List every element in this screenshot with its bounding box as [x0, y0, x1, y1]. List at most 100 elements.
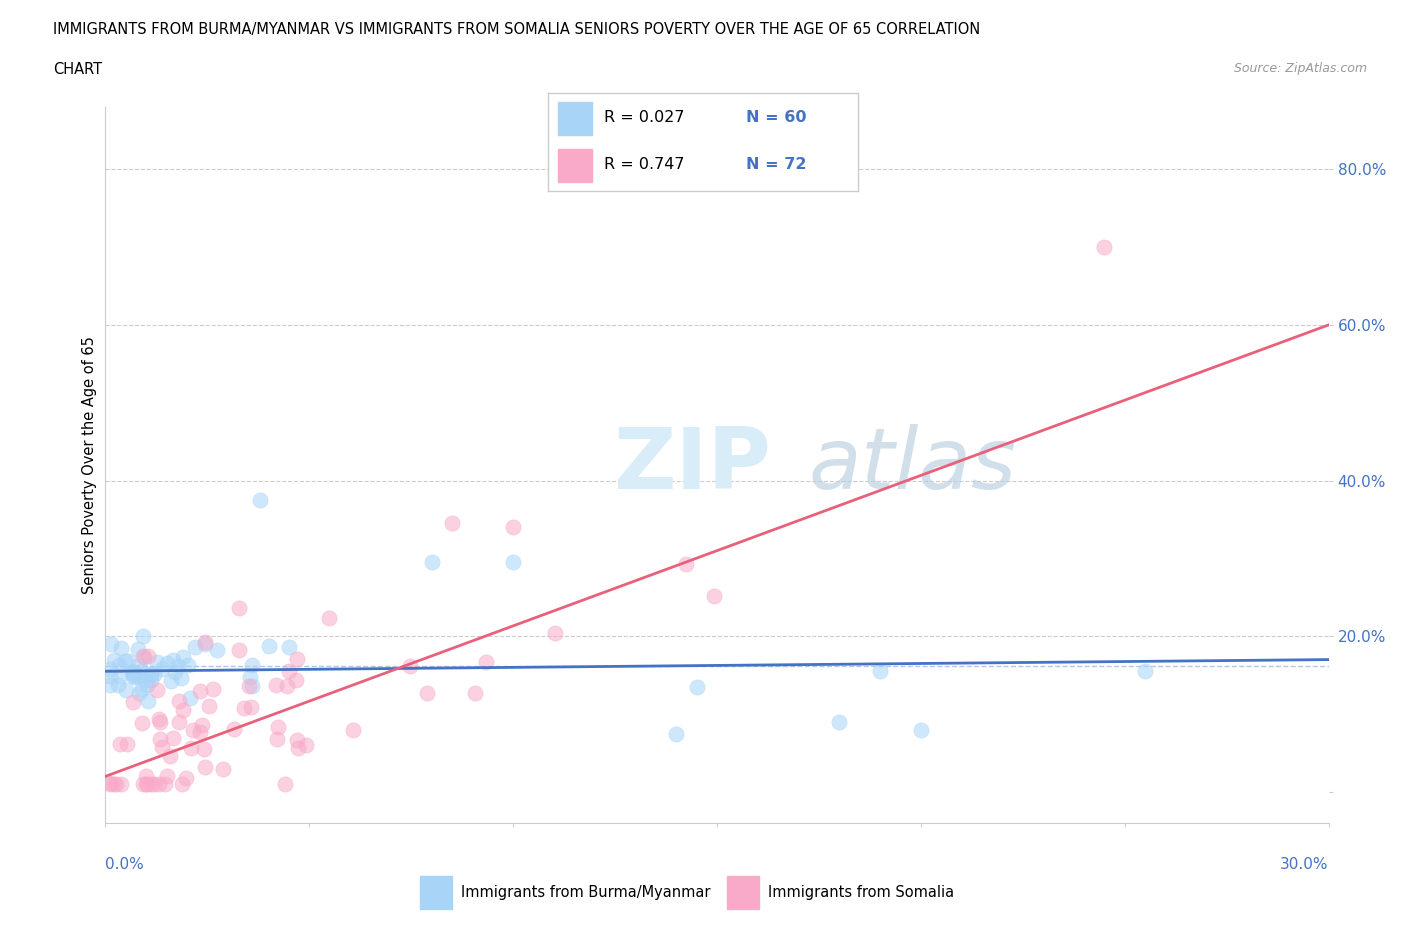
Bar — [727, 876, 759, 910]
Point — [136, 777, 159, 791]
Point — [134, 672, 156, 687]
Point — [103, 777, 125, 791]
Point — [264, 677, 287, 692]
Point — [167, 694, 190, 709]
Point — [228, 642, 250, 657]
Text: N = 60: N = 60 — [747, 111, 807, 126]
Point — [194, 636, 217, 651]
Point — [143, 777, 166, 791]
Point — [143, 667, 166, 682]
Point — [242, 679, 264, 694]
Point — [149, 731, 172, 746]
Point — [122, 667, 145, 682]
Point — [675, 556, 697, 571]
Text: CHART: CHART — [53, 62, 103, 77]
Point — [98, 668, 121, 683]
Point — [665, 726, 688, 741]
Point — [108, 669, 131, 684]
Text: atlas: atlas — [808, 423, 1017, 507]
Point — [98, 661, 121, 676]
Point — [502, 555, 524, 570]
Point — [136, 693, 159, 708]
Point — [100, 637, 122, 652]
Point — [703, 589, 725, 604]
Point — [155, 769, 177, 784]
Point — [135, 678, 157, 693]
Point — [131, 664, 153, 679]
Point — [132, 777, 155, 791]
Point — [174, 771, 197, 786]
Point — [132, 649, 155, 664]
Point — [122, 695, 145, 710]
Point — [131, 715, 153, 730]
Point — [441, 516, 464, 531]
Point — [150, 739, 173, 754]
Point — [233, 700, 256, 715]
Point — [184, 639, 207, 654]
Point — [150, 661, 173, 676]
Point — [188, 724, 211, 739]
Point — [1133, 664, 1156, 679]
Point — [228, 601, 250, 616]
Point — [127, 642, 149, 657]
Point — [1092, 240, 1115, 255]
Point — [107, 677, 129, 692]
Bar — [558, 101, 592, 135]
Text: 30.0%: 30.0% — [1281, 857, 1329, 872]
Point — [148, 777, 170, 791]
Point — [148, 711, 170, 726]
Point — [464, 685, 486, 700]
Point — [128, 686, 150, 701]
Point — [416, 686, 439, 701]
Point — [145, 683, 167, 698]
Point — [179, 691, 201, 706]
Point — [98, 678, 121, 693]
Point — [98, 777, 121, 791]
Point — [136, 648, 159, 663]
Text: 0.0%: 0.0% — [105, 857, 145, 872]
Point — [239, 670, 262, 684]
Point — [257, 639, 280, 654]
Point — [162, 653, 184, 668]
Point — [131, 682, 153, 697]
Point — [420, 555, 443, 570]
Point — [110, 777, 132, 791]
Point — [194, 760, 217, 775]
Point — [139, 672, 162, 687]
Point — [177, 658, 200, 672]
Point — [172, 702, 194, 717]
Bar — [558, 149, 592, 182]
Point — [139, 668, 162, 683]
Point — [162, 731, 184, 746]
Point — [318, 610, 340, 625]
Point — [180, 741, 202, 756]
Point — [474, 655, 496, 670]
Point — [114, 653, 136, 668]
Point — [240, 699, 263, 714]
Text: N = 72: N = 72 — [747, 157, 807, 172]
Point — [172, 649, 194, 664]
Point — [193, 741, 215, 756]
Point — [544, 626, 567, 641]
Point — [274, 777, 297, 791]
Point — [170, 777, 193, 791]
Text: IMMIGRANTS FROM BURMA/MYANMAR VS IMMIGRANTS FROM SOMALIA SENIORS POVERTY OVER TH: IMMIGRANTS FROM BURMA/MYANMAR VS IMMIGRA… — [53, 22, 980, 37]
Point — [240, 658, 263, 672]
Point — [266, 732, 288, 747]
Text: R = 0.027: R = 0.027 — [605, 111, 685, 126]
Point — [124, 670, 146, 684]
Point — [121, 665, 143, 680]
Text: ZIP: ZIP — [613, 423, 770, 507]
Point — [132, 629, 155, 644]
Point — [502, 520, 524, 535]
Point — [869, 664, 891, 679]
Point — [139, 667, 162, 682]
Point — [128, 658, 150, 672]
Point — [170, 671, 193, 685]
Point — [238, 679, 260, 694]
Point — [110, 640, 132, 655]
Point — [828, 714, 851, 729]
Point — [686, 680, 709, 695]
Point — [163, 665, 186, 680]
Point — [149, 714, 172, 729]
